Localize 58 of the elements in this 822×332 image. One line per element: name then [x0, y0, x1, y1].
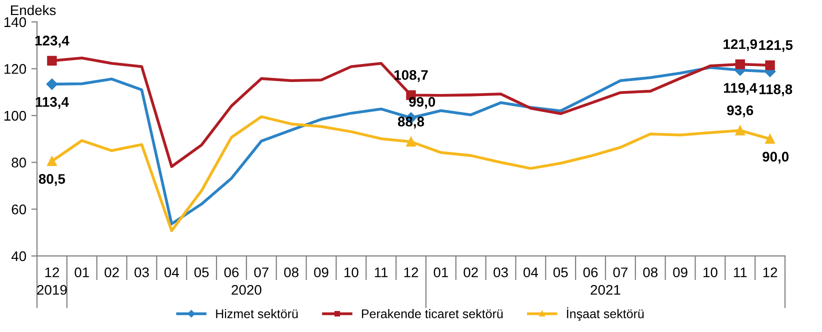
x-tick-label: 04 — [164, 267, 179, 278]
data-label: 90,0 — [762, 152, 789, 164]
point — [47, 56, 57, 66]
x-tick-label: 01 — [434, 267, 448, 278]
x-tick-label: 05 — [553, 267, 568, 278]
x-tick-label: 06 — [224, 267, 239, 278]
data-label: 121,9 — [724, 39, 757, 52]
x-tick-label: 03 — [134, 267, 149, 278]
x-tick-label: 12 — [404, 267, 418, 278]
x-tick-label: 01 — [74, 267, 89, 278]
data-label: 121,5 — [759, 40, 793, 52]
x-tick-label: 10 — [704, 267, 718, 278]
point — [47, 156, 57, 166]
x-tick-label: 10 — [344, 267, 358, 278]
data-label: 118,8 — [759, 84, 792, 96]
data-label: 113,4 — [36, 97, 69, 109]
x-tick-label: 05 — [194, 267, 209, 278]
point — [735, 126, 745, 136]
x-tick-label: 06 — [583, 267, 598, 278]
x-tick-label: 12 — [763, 267, 778, 278]
x-tick-label: 11 — [374, 268, 388, 278]
text: 2021 — [590, 284, 620, 295]
legend-label: İnşaat sektörü — [567, 307, 644, 321]
point — [46, 78, 58, 90]
x-tick-label: 07 — [613, 267, 628, 278]
y-tick-label: 60 — [12, 204, 26, 214]
point — [735, 59, 745, 70]
data-label: 80,5 — [38, 174, 66, 186]
y-tick-label: 140 — [4, 17, 26, 28]
y-tick-label: 100 — [4, 110, 26, 121]
legend-label: Perakende ticaret sektörü — [362, 309, 503, 318]
x-tick-label: 08 — [643, 267, 658, 278]
x-tick-label: 07 — [254, 267, 268, 278]
y-tick-label: 80 — [12, 158, 26, 168]
point — [765, 60, 775, 70]
x-tick-label: 04 — [524, 267, 538, 278]
data-label: 119,4 — [724, 82, 758, 95]
y-tick-label: 40 — [11, 251, 26, 262]
x-tick-label: 02 — [464, 267, 478, 278]
x-tick-label: 09 — [673, 267, 688, 278]
x-tick-label: 08 — [284, 267, 298, 278]
point — [406, 136, 416, 147]
x-tick-label: 03 — [494, 267, 508, 278]
data-label: 93,6 — [727, 105, 754, 118]
data-label: 99,0 — [409, 96, 436, 109]
data-label: 108,7 — [394, 70, 428, 82]
text: 2019 — [37, 284, 67, 295]
y-axis-title: Endeks — [11, 4, 56, 16]
data-label: 123,4 — [35, 36, 70, 48]
data-label: 88,8 — [398, 116, 424, 129]
x-tick-label: 11 — [734, 268, 747, 278]
point — [765, 134, 775, 144]
legend-label: Hizmet sektörü — [216, 309, 298, 318]
x-tick-label: 02 — [104, 267, 119, 278]
text: 2020 — [232, 284, 262, 295]
x-tick-label: 12 — [45, 267, 59, 278]
x-tick-label: 09 — [314, 267, 328, 278]
y-tick-label: 120 — [4, 64, 26, 74]
